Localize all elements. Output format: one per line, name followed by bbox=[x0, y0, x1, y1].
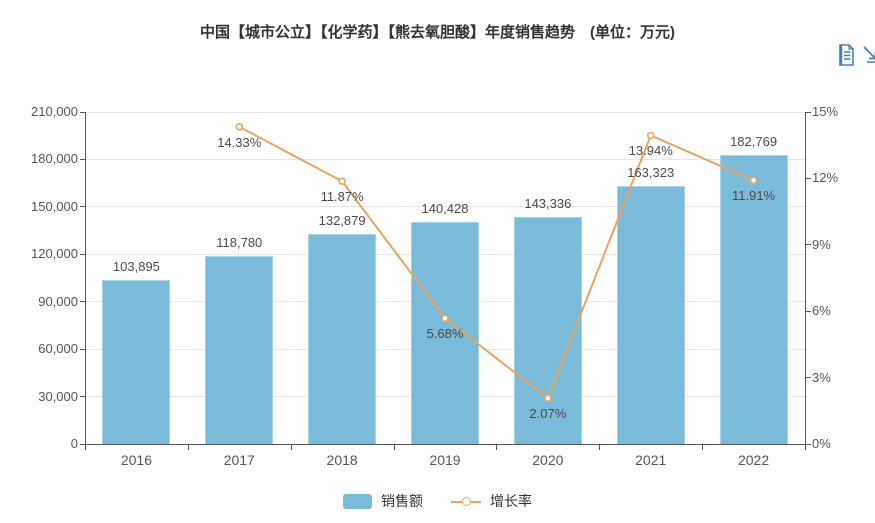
y-left-tick-label: 30,000 bbox=[38, 388, 78, 404]
toolbox bbox=[838, 44, 875, 71]
y-right-tick bbox=[806, 377, 811, 379]
x-axis-line bbox=[85, 444, 806, 445]
bar-value-label-2017: 118,780 bbox=[216, 235, 263, 251]
y-left-tick-label: 120,000 bbox=[31, 246, 78, 262]
y-left-tick bbox=[80, 158, 85, 160]
y-left-tick-label: 0 bbox=[70, 436, 78, 451]
data-view-icon[interactable] bbox=[838, 44, 855, 71]
growth-label-2018: 11.87% bbox=[320, 189, 364, 205]
y-left-tick-label: 150,000 bbox=[31, 198, 78, 214]
line-marker-2021[interactable] bbox=[646, 131, 655, 140]
legend: 销售额 增长率 bbox=[0, 491, 875, 511]
x-axis-tick bbox=[393, 445, 395, 450]
y-right-tick-label: 9% bbox=[812, 236, 831, 252]
y-right-tick-label: 12% bbox=[812, 170, 839, 186]
x-tick-label-2018: 2018 bbox=[326, 452, 358, 468]
y-right-tick bbox=[806, 177, 811, 179]
x-tick-label-2022: 2022 bbox=[737, 452, 770, 468]
growth-label-2019: 5.68% bbox=[426, 326, 464, 342]
y-left-tick bbox=[80, 396, 85, 398]
bar-value-label-2019: 140,428 bbox=[421, 200, 469, 216]
bar-2021[interactable] bbox=[616, 185, 685, 444]
y-right-tick-label: 15% bbox=[812, 104, 839, 119]
bar-2022[interactable] bbox=[719, 155, 788, 444]
line-marker-2022[interactable] bbox=[749, 176, 758, 185]
y-right-tick bbox=[806, 310, 811, 312]
y-left-tick bbox=[80, 443, 85, 445]
x-axis-tick bbox=[805, 445, 806, 450]
bar-value-label-2020: 143,336 bbox=[524, 196, 572, 212]
growth-label-2017: 14.33% bbox=[217, 134, 262, 150]
gridline bbox=[85, 158, 805, 160]
x-tick-label-2019: 2019 bbox=[429, 452, 461, 468]
legend-label-growth: 增长率 bbox=[490, 493, 532, 509]
growth-line-path bbox=[238, 125, 754, 400]
growth-rate-line[interactable] bbox=[85, 112, 805, 444]
y-left-tick bbox=[80, 253, 85, 255]
x-axis-tick bbox=[702, 445, 704, 450]
growth-label-2020: 2.07% bbox=[529, 406, 567, 422]
x-axis-tick bbox=[85, 445, 86, 450]
x-tick-label-2020: 2020 bbox=[532, 452, 564, 468]
x-tick-label-2016: 2016 bbox=[120, 452, 152, 468]
line-marker-2019[interactable] bbox=[441, 314, 449, 323]
bar-2017[interactable] bbox=[205, 256, 274, 444]
bar-2019[interactable] bbox=[411, 222, 479, 444]
gridline bbox=[85, 111, 805, 113]
gridline bbox=[85, 206, 805, 208]
x-axis-tick bbox=[290, 445, 292, 450]
y-left-tick bbox=[80, 111, 85, 113]
line-swatch-dot bbox=[461, 496, 471, 506]
x-axis-tick bbox=[187, 445, 189, 450]
y-right-tick-label: 0% bbox=[812, 436, 831, 451]
bar-2018[interactable] bbox=[308, 233, 377, 444]
legend-label-sales: 销售额 bbox=[381, 493, 423, 509]
y-right-tick bbox=[806, 443, 811, 445]
bar-swatch bbox=[343, 493, 372, 509]
line-marker-2017[interactable] bbox=[235, 123, 244, 131]
bar-value-label-2016: 103,895 bbox=[112, 258, 160, 274]
y-left-tick bbox=[80, 348, 85, 350]
x-tick-label-2021: 2021 bbox=[635, 452, 667, 468]
y-left-tick bbox=[80, 206, 85, 208]
bar-value-label-2022: 182,769 bbox=[730, 134, 778, 150]
bar-value-label-2021: 163,323 bbox=[627, 164, 675, 180]
bar-2020[interactable] bbox=[513, 217, 582, 444]
y-left-tick-label: 180,000 bbox=[31, 151, 78, 167]
y-axis-left-line bbox=[85, 112, 86, 445]
x-tick-label-2017: 2017 bbox=[223, 452, 255, 468]
y-right-tick bbox=[806, 244, 811, 246]
x-axis-tick bbox=[496, 445, 498, 450]
y-right-tick bbox=[806, 111, 811, 113]
y-right-tick-label: 3% bbox=[812, 369, 831, 385]
growth-label-2021: 13.94% bbox=[628, 143, 673, 159]
line-marker-2018[interactable] bbox=[338, 177, 346, 186]
line-marker-swatch bbox=[451, 496, 481, 506]
y-left-tick-label: 60,000 bbox=[38, 341, 78, 357]
bar-2016[interactable] bbox=[102, 279, 171, 444]
x-axis-tick bbox=[599, 445, 601, 450]
bar-value-label-2018: 132,879 bbox=[318, 212, 366, 228]
y-right-tick-label: 6% bbox=[812, 303, 831, 319]
y-left-tick-label: 90,000 bbox=[38, 293, 78, 309]
legend-item-sales[interactable]: 销售额 bbox=[343, 491, 423, 511]
y-left-tick bbox=[80, 301, 85, 303]
y-axis-right-line bbox=[805, 112, 806, 445]
line-marker-2020[interactable] bbox=[544, 394, 552, 402]
page-title: 中国【城市公立】【化学药】【熊去氧胆酸】年度销售趋势 (单位：万元) bbox=[200, 24, 675, 41]
y-left-tick-label: 210,000 bbox=[31, 104, 78, 119]
plot-area: 103,895 118,780 132,879 140,428 143,336 163,3… bbox=[85, 111, 805, 444]
legend-item-growth[interactable]: 增长率 bbox=[451, 491, 532, 511]
growth-label-2022: 11.91% bbox=[731, 188, 776, 204]
save-image-icon[interactable] bbox=[862, 44, 875, 71]
